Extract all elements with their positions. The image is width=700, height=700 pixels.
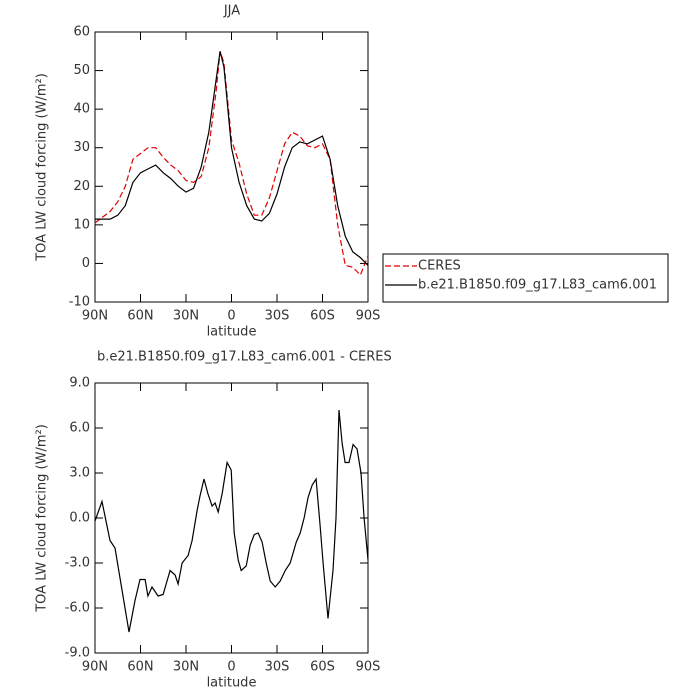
x-tick-label: 60S xyxy=(310,309,335,324)
x-tick-label: 90S xyxy=(356,660,381,675)
x-axis-label: latitude xyxy=(207,676,257,691)
legend-label: b.e21.B1850.f09_g17.L83_cam6.001 xyxy=(418,278,657,293)
x-tick-label: 90N xyxy=(82,660,108,675)
x-axis-label: latitude xyxy=(207,325,257,340)
data-line xyxy=(94,409,369,633)
plot-frame xyxy=(94,31,369,303)
x-tick-label: 60S xyxy=(310,660,335,675)
data-line xyxy=(95,51,369,266)
y-tick-label: 0.0 xyxy=(69,511,90,526)
x-tick-label: 30S xyxy=(265,309,290,324)
x-tick-label: 30S xyxy=(265,660,290,675)
x-tick-label: 60N xyxy=(127,660,153,675)
y-tick-label: -3.0 xyxy=(65,556,90,571)
y-tick-label: -10 xyxy=(69,295,90,310)
y-tick-label: 10 xyxy=(73,217,90,232)
y-tick-label: -6.0 xyxy=(65,601,90,616)
data-line xyxy=(94,51,369,277)
chart-title: JJA xyxy=(223,4,240,19)
y-tick-label: 3.0 xyxy=(69,466,90,481)
x-tick-label: 0 xyxy=(227,309,235,324)
y-tick-label: 50 xyxy=(73,63,90,78)
y-tick-label: -9.0 xyxy=(65,646,90,661)
x-tick-label: 90S xyxy=(356,309,381,324)
y-axis-label: TOA LW cloud forcing (W/m²) xyxy=(35,424,50,613)
y-axis-label: TOA LW cloud forcing (W/m²) xyxy=(35,73,50,262)
x-tick-label: 30N xyxy=(173,309,199,324)
chart-title: b.e21.B1850.f09_g17.L83_cam6.001 - CERES xyxy=(97,350,392,365)
legend-label: CERES xyxy=(418,259,461,274)
y-tick-label: 40 xyxy=(73,102,90,117)
y-tick-label: 0 xyxy=(82,256,90,271)
y-tick-label: 60 xyxy=(73,25,90,40)
y-tick-label: 6.0 xyxy=(69,421,90,436)
x-tick-label: 0 xyxy=(227,660,235,675)
y-tick-label: 30 xyxy=(73,140,90,155)
y-tick-label: 9.0 xyxy=(69,376,90,391)
x-tick-label: 30N xyxy=(173,660,199,675)
x-tick-label: 60N xyxy=(127,309,153,324)
x-tick-label: 90N xyxy=(82,309,108,324)
y-tick-label: 20 xyxy=(73,179,90,194)
legend-box xyxy=(382,253,669,303)
